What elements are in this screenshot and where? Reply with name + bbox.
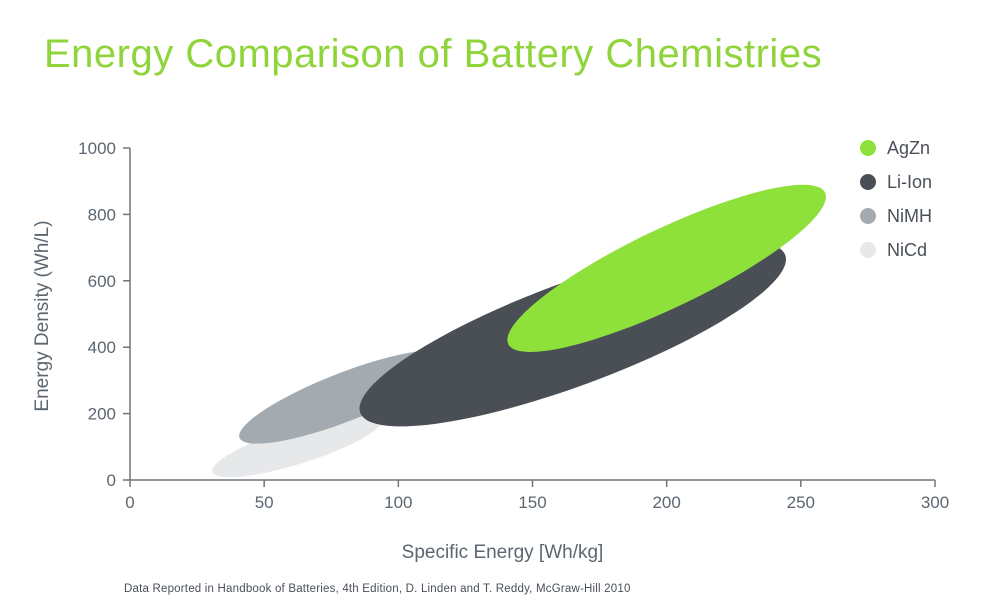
x-tick-label: 200: [652, 493, 680, 512]
x-axis-title: Specific Energy [Wh/kg]: [402, 542, 604, 563]
x-tick-label: 250: [787, 493, 815, 512]
source-note: Data Reported in Handbook of Batteries, …: [124, 583, 631, 595]
legend-swatch-nicd: [860, 242, 876, 258]
x-tick-label: 100: [384, 493, 412, 512]
legend-label-li-ion: Li-Ion: [887, 172, 932, 192]
legend-swatch-li-ion: [860, 174, 876, 190]
x-tick-label: 300: [921, 493, 949, 512]
legend-swatch-agzn: [860, 140, 876, 156]
region-agzn: [507, 184, 826, 352]
y-tick-label: 1000: [78, 139, 116, 158]
series-regions: [212, 184, 826, 478]
legend-label-nicd: NiCd: [887, 240, 927, 260]
y-tick-label: 600: [88, 272, 116, 291]
region-nicd: [212, 412, 384, 478]
x-tick-label: 150: [518, 493, 546, 512]
y-tick-label: 400: [88, 338, 116, 357]
y-axis-ticks: 0 200 400 600 800 1000: [78, 139, 130, 490]
legend: AgZn Li-Ion NiMH NiCd: [860, 138, 932, 260]
y-tick-label: 800: [88, 205, 116, 224]
y-tick-label: 200: [88, 405, 116, 424]
y-axis-title: Energy Density (Wh/L): [32, 220, 53, 411]
x-axis-ticks: 0 50 100 150 200 250 300: [125, 480, 949, 512]
legend-label-agzn: AgZn: [887, 138, 930, 158]
x-tick-label: 50: [255, 493, 274, 512]
chart-title: Energy Comparison of Battery Chemistries: [44, 32, 823, 76]
legend-swatch-nimh: [860, 208, 876, 224]
legend-label-nimh: NiMH: [887, 206, 932, 226]
y-tick-label: 0: [107, 471, 116, 490]
x-tick-label: 0: [125, 493, 134, 512]
